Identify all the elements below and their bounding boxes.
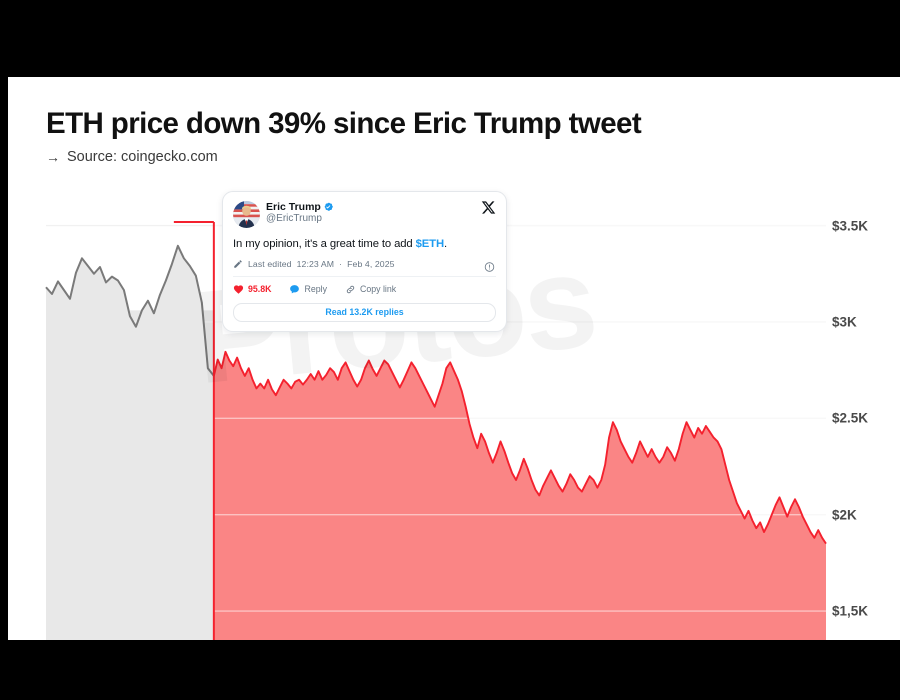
source-line: → Source: coingecko.com (46, 149, 218, 165)
info-circle-icon[interactable] (484, 262, 495, 273)
article-card: ETH price down 39% since Eric Trump twee… (8, 77, 900, 640)
pencil-icon (234, 260, 242, 268)
tweet-identity: Eric Trump @EricTrump (266, 201, 333, 226)
arrow-right-icon: → (46, 149, 60, 165)
tweet-meta-row: Last edited 12:23 AM · Feb 4, 2025 (233, 259, 496, 277)
link-icon (346, 285, 355, 294)
price-chart (8, 187, 900, 640)
heart-icon (233, 285, 244, 294)
page-title: ETH price down 39% since Eric Trump twee… (46, 107, 642, 140)
cashtag-link[interactable]: $ETH (415, 238, 445, 250)
tweet-author-name[interactable]: Eric Trump (266, 201, 321, 213)
tweet-actions: 95.8K Reply Copy link (233, 284, 496, 295)
tweet-name-row: Eric Trump (266, 201, 333, 213)
comment-bubble-icon (290, 285, 300, 294)
tweet-meta-separator: · (339, 258, 343, 269)
price-chart-svg (45, 221, 827, 640)
tweet-timestamp: 12:23 AM (296, 258, 335, 269)
tweet-handle[interactable]: @EricTrump (266, 213, 322, 225)
read-replies-label: Read 13.2K replies (325, 307, 404, 318)
tweet-text-after: . (444, 238, 448, 250)
source-text: Source: coingecko.com (67, 149, 218, 165)
tweet-text-before: In my opinion, it's a great time to add (233, 238, 416, 250)
reply-action[interactable]: Reply (289, 284, 327, 295)
x-logo-icon[interactable] (481, 200, 496, 215)
tweet-header: Eric Trump @EricTrump (233, 201, 496, 228)
tweet-card[interactable]: Eric Trump @EricTrump In my opinion, it'… (222, 191, 507, 332)
read-replies-button[interactable]: Read 13.2K replies (233, 302, 496, 322)
like-action[interactable]: 95.8K (233, 284, 271, 295)
reply-label: Reply (304, 284, 327, 295)
avatar (233, 201, 260, 228)
copy-link-label: Copy link (359, 284, 397, 295)
verified-badge-icon (324, 202, 333, 212)
tweet-date: Feb 4, 2025 (347, 258, 395, 269)
like-count: 95.8K (248, 284, 272, 295)
tweet-edited-label: Last edited (248, 258, 292, 269)
tweet-text: In my opinion, it's a great time to add … (233, 237, 496, 252)
copy-link-action[interactable]: Copy link (345, 284, 396, 295)
avatar-image (233, 201, 260, 228)
